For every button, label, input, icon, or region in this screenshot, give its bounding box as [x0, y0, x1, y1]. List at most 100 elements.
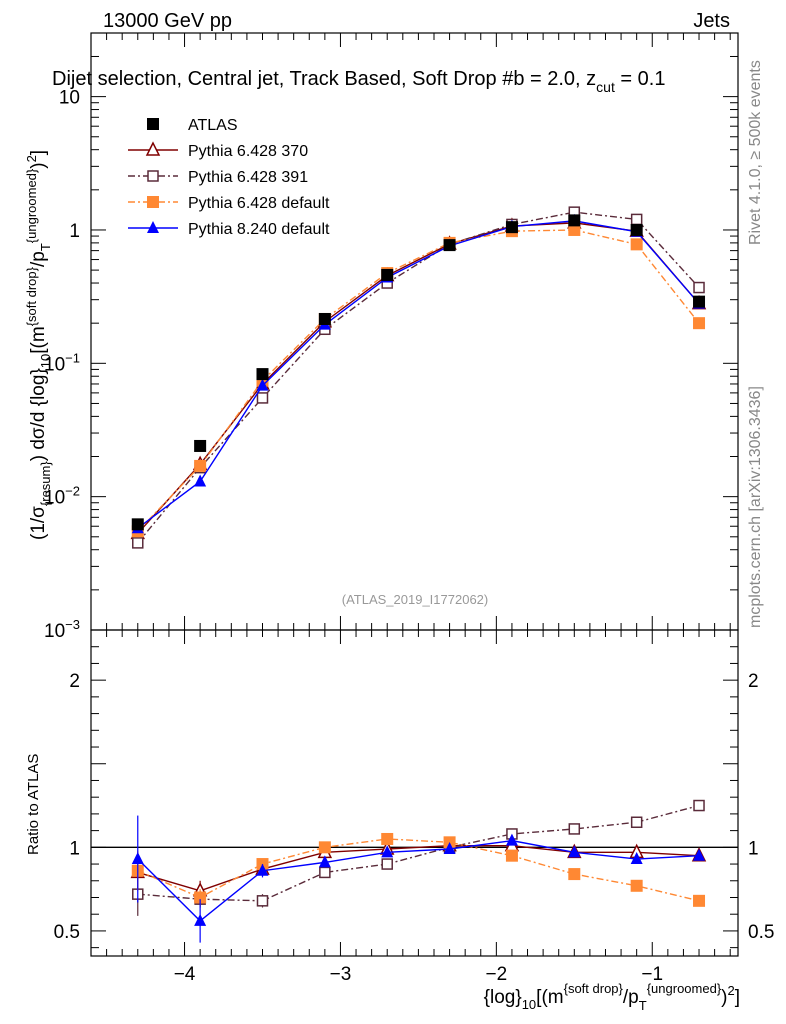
y-tick-label: 1: [69, 221, 80, 242]
ratio-point-1: [630, 816, 643, 829]
ratio-point-2: [194, 891, 207, 904]
legend: ATLAS Pythia 6.428 370 Pythia 6.428 391 Pyt…: [128, 117, 330, 238]
ratio-point-3: [318, 855, 331, 868]
ratio-frame: [90, 629, 739, 957]
ratio-point-3: [381, 845, 394, 858]
legend-marker-3: [147, 196, 159, 208]
atlas-point: [568, 214, 581, 227]
y-tick-label-exp: −2: [65, 484, 80, 499]
series-point-3: [256, 378, 269, 391]
ratio-axis-ticks: −4 −3 −2 −1 0.5 0.5 1 1 2 2: [54, 630, 774, 985]
x-label-9: 2: [727, 983, 734, 998]
y-tick-label: 10−3: [44, 617, 80, 642]
ratio-point-3: [256, 863, 269, 876]
legend-marker-2: [147, 170, 159, 182]
ratio-point-3: [630, 852, 643, 865]
atlas-point: [256, 368, 269, 381]
ratio-y-tick-label-right: 0.5: [748, 922, 774, 943]
atlas-point: [630, 223, 643, 236]
main-y-label-9: {ungroomed}: [24, 168, 39, 243]
series-point-2: [194, 459, 207, 472]
x-label-7: {ungroomed}: [647, 981, 722, 996]
ratio-point-2: [568, 868, 581, 881]
ratio-point-2: [693, 894, 706, 907]
legend-label-2: Pythia 6.428 391: [188, 169, 308, 186]
plot-title-main: Dijet selection, Central jet, Track Base…: [52, 68, 596, 90]
main-y-label-4: 10: [38, 354, 53, 368]
series-point-3: [194, 474, 207, 487]
series-point-1: [256, 392, 269, 404]
legend-marker-4: [147, 221, 159, 233]
x-axis-label: {log}10[(m{soft drop}/pT{ungroomed})2]: [484, 981, 740, 1013]
series-point-1: [693, 281, 705, 294]
ratio-y-tick-label: 1: [69, 838, 80, 859]
ratio-y-label: Ratio to ATLAS: [25, 754, 42, 855]
x-label-1: {log}: [484, 987, 522, 1008]
x-label-8: ): [721, 987, 727, 1008]
main-y-label-1: (1/σ: [28, 506, 49, 540]
analysis-label: (ATLAS_2019_I1772062): [342, 592, 488, 607]
atlas-point: [194, 439, 207, 452]
plot-title-zcut-value: = 0.1: [615, 68, 666, 90]
main-y-label-6: {soft drop}: [24, 266, 39, 326]
series-line-3: [137, 220, 700, 529]
x-label-4: {soft drop}: [564, 981, 624, 996]
ratio-point-2: [381, 832, 394, 845]
main-y-label-3: ) dσ/d {log}: [28, 368, 49, 461]
ratio-point-2: [318, 841, 331, 854]
mcplots-label: mcplots.cern.ch [arXiv:1306.3436]: [747, 386, 764, 628]
atlas-point: [318, 312, 331, 325]
y-tick-label-base: 10: [44, 488, 65, 509]
ratio-y-tick-label: 2: [69, 671, 80, 692]
atlas-point: [443, 239, 456, 252]
series-point-1: [630, 213, 643, 226]
ratio-point-2: [630, 879, 643, 892]
ratio-point-3: [443, 842, 456, 855]
atlas-point: [693, 295, 706, 308]
x-label-2: 10: [522, 997, 536, 1012]
y-tick-label: 10: [59, 88, 80, 109]
x-tick-label: −3: [330, 964, 352, 985]
x-tick-label: −1: [641, 964, 663, 985]
ratio-y-tick-label-right: 2: [748, 671, 759, 692]
legend-label-0: ATLAS: [188, 117, 238, 134]
ratio-line-0: [137, 844, 700, 892]
ratio-point-1: [256, 895, 269, 907]
x-label-5: /p: [623, 987, 639, 1008]
series-point-1: [132, 537, 144, 549]
ratio-point-1: [381, 858, 393, 870]
ratio-y-tick-label-right: 1: [748, 838, 759, 859]
ratio-point-1: [693, 799, 705, 812]
ratio-y-tick-label: 0.5: [54, 922, 80, 943]
series-line-2: [137, 229, 700, 532]
y-tick-label-exp: −1: [65, 350, 80, 365]
rivet-label: Rivet 4.1.0, ≥ 500k events: [747, 60, 764, 245]
x-label-10: ]: [735, 987, 740, 1008]
legend-label-3: Pythia 6.428 default: [188, 195, 330, 212]
ratio-point-1: [319, 866, 331, 879]
main-y-label-5: [(m: [28, 326, 49, 353]
series-line-1: [137, 211, 700, 544]
plot-title: Dijet selection, Central jet, Track Base…: [52, 68, 665, 95]
ratio-panel: −4 −3 −2 −1 0.5 0.5 1 1 2 2: [54, 629, 774, 985]
category-label: Jets: [693, 10, 730, 32]
atlas-point: [131, 518, 144, 531]
ratio-point-1: [568, 823, 581, 835]
main-y-label-8: T: [38, 243, 53, 251]
ratio-line-2: [137, 838, 700, 902]
series-point-2: [630, 238, 643, 251]
x-tick-label: −2: [486, 964, 508, 985]
y-tick-label-base: 10: [44, 621, 65, 642]
x-label-6: T: [639, 998, 647, 1013]
atlas-point: [505, 221, 518, 234]
y-tick-label-base: 10: [59, 88, 80, 109]
legend-marker-1: [145, 141, 161, 156]
y-tick-label: 10−2: [44, 484, 80, 509]
main-y-label: (1/σ{resum}) dσ/d {log}10[(m{soft drop}/…: [24, 150, 53, 540]
main-y-label-12: ]: [28, 150, 49, 155]
ratio-line-3: [137, 839, 700, 922]
ratio-point-3: [131, 852, 144, 865]
